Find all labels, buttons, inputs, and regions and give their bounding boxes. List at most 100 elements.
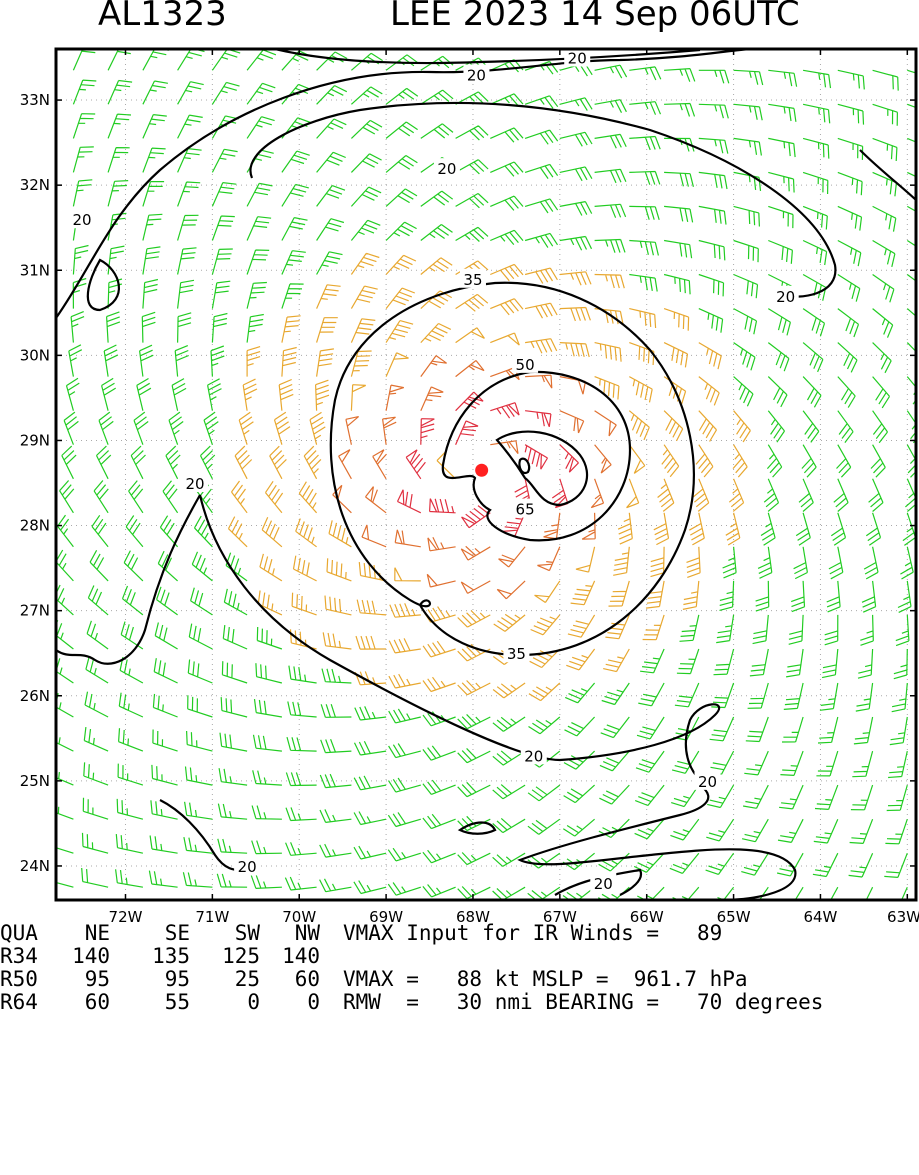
wind-barb [61,445,77,480]
wind-barb [490,263,524,282]
wind-barb [345,416,359,445]
wind-barb [354,706,387,721]
wind-barb [747,682,769,709]
wind-barb [187,695,213,718]
wind-barb [803,69,832,89]
wind-barb [674,682,700,708]
wind-barb [259,553,283,582]
wind-barb [872,69,899,91]
wind-barb [826,580,841,613]
wind-barb [455,226,489,242]
wind-barb [422,745,456,761]
wind-barb [320,704,352,718]
wind-barb [385,352,409,377]
wind-barb [246,116,275,139]
wind-barb [72,244,89,275]
wind-barb [422,849,456,864]
wind-barb [872,308,894,338]
wind-barb [289,629,317,650]
wind-barb [490,229,524,245]
wind-barb [528,682,561,702]
wind-barb [316,284,341,309]
wind-barb [184,801,213,820]
wind-barb [671,750,700,774]
wind-barb [663,376,687,405]
wind-barb [599,784,630,805]
wind-barb [211,182,237,207]
wind-barb [455,391,484,412]
wind-barb [837,376,856,408]
wind-barb [246,249,270,275]
wind-barb [388,638,421,654]
wind-barb [793,546,808,580]
wind-barb [837,137,864,160]
wind-barb [57,514,74,548]
wind-barb [813,818,839,844]
wind-barb [780,750,804,776]
wind-barb [420,123,454,139]
wind-barb [281,250,306,275]
wind-barb [802,308,826,337]
wind-barb [743,886,769,900]
wind-barb [722,546,737,579]
wind-barb [821,648,839,679]
wind-barb [455,327,485,344]
wind-barb [741,818,769,843]
wind-barb [387,847,421,862]
wind-barb [250,875,282,889]
wind-barb [559,444,579,473]
wind-barb [142,147,166,173]
wind-barb [322,632,352,650]
wind-barb [828,546,844,580]
contour-label: 20 [73,211,92,229]
wind-barb [427,536,456,552]
wind-barb [650,546,665,578]
wind-barb [559,342,590,358]
wind-barb [136,377,152,411]
isotach-contour [517,784,797,900]
wind-barb [152,693,178,718]
contour-label-bg [512,498,539,518]
wind-barb [698,239,726,261]
table-cell: 0 [247,990,260,1014]
table-row-r34: R34 140 135 125 140 [0,945,919,968]
wind-barb [524,95,559,109]
wind-barb [490,127,524,143]
wind-barb [671,784,700,808]
wind-barb [527,886,561,900]
x-tick-label: 65W [717,908,751,926]
wind-barb [590,478,605,509]
wind-barb [156,586,178,616]
wind-barb [817,716,839,744]
wind-radii-table: QUA NE SE SW NW VMAX Input for IR Winds … [0,922,919,1014]
wind-barb [251,840,282,855]
wind-barb [798,478,814,512]
wind-barb [319,843,352,858]
wind-barb [766,444,783,478]
wind-barb [372,449,387,480]
wind-barb [141,311,156,343]
wind-barb [594,410,617,437]
wind-barb [133,411,149,445]
wind-barb [278,378,294,411]
wind-barb [388,708,421,724]
plot-frame [54,47,918,902]
wind-barb [682,580,700,610]
wind-barb [388,743,421,759]
wind-barb [664,239,693,259]
wind-barb [819,682,839,711]
wind-barb [353,880,387,895]
wind-barb [234,445,253,480]
wind-barb [316,51,348,71]
wind-barb [692,478,710,512]
wind-barb [830,512,847,546]
wind-barb [744,750,769,776]
wind-barb [457,852,491,866]
wind-barb [358,562,387,582]
wind-barb [231,480,248,514]
wind-barb [492,852,526,867]
wind-barb [594,238,626,253]
contour-label: 65 [516,501,535,519]
wind-barb [353,845,387,860]
wind-barb [802,205,828,230]
